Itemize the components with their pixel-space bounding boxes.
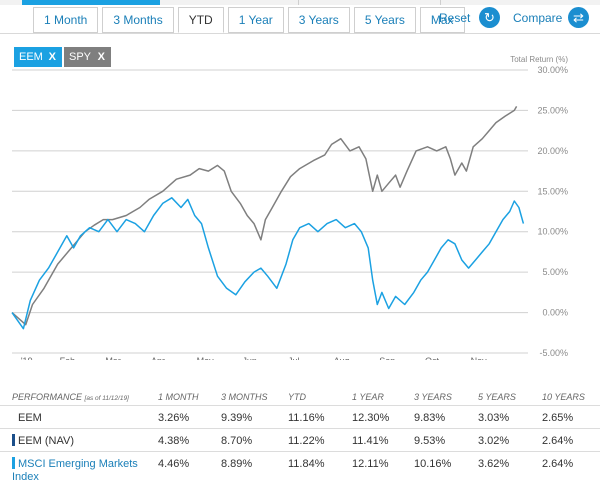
range-tabs: 1 Month 3 Months YTD 1 Year 3 Years 5 Ye…: [33, 7, 469, 33]
cell: 11.84%: [288, 458, 325, 470]
cell: 9.53%: [414, 435, 446, 447]
table-row: EEM 3.26% 9.39% 11.16% 12.30% 9.83% 3.03…: [0, 406, 600, 429]
cell: 12.11%: [352, 458, 389, 470]
refresh-icon[interactable]: ↻: [479, 7, 500, 28]
ticker-chip-spy: SPY X: [64, 47, 111, 67]
col-10-years: 10 YEARS: [542, 392, 585, 402]
ticker-label: SPY: [69, 51, 92, 63]
y-tick-label: -5.00%: [539, 348, 568, 358]
return-chart: Total Return (%) 30.00% 25.00% 20.00% 15.00…: [11, 55, 568, 360]
x-tick-label: Nov: [471, 356, 488, 360]
col-1-month: 1 MONTH: [158, 392, 199, 402]
x-tick-label: Apr: [151, 356, 165, 360]
cell: 3.62%: [478, 458, 510, 470]
as-of-date: [as of 11/12/19]: [84, 395, 129, 402]
cell: 2.64%: [542, 435, 574, 447]
x-tick-label: Mar: [105, 356, 121, 360]
y-ticks: 30.00% 25.00% 20.00% 15.00% 10.00% 5.00% 0.00%…: [537, 65, 568, 358]
y-tick-label: 25.00%: [537, 105, 568, 115]
row-name-line2: Index: [12, 471, 39, 483]
ticker-chip-eem: EEM X: [14, 47, 62, 67]
x-tick-label: Jul: [288, 356, 300, 360]
col-3-years: 3 YEARS: [414, 392, 452, 402]
series-marker: [12, 457, 15, 469]
col-5-years: 5 YEARS: [478, 392, 516, 402]
series-lines: [11, 106, 525, 330]
cell: 2.64%: [542, 458, 574, 470]
cell: 9.39%: [221, 412, 253, 424]
top-strip: [0, 0, 600, 5]
cell: 8.70%: [221, 435, 253, 447]
x-tick-label: May: [197, 356, 215, 360]
table-row: MSCI Emerging Markets Index 4.46% 8.89% …: [0, 452, 600, 484]
compare-link[interactable]: Compare: [513, 11, 563, 25]
x-tick-label: Sep: [379, 356, 395, 360]
cell: 9.83%: [414, 412, 446, 424]
col-ytd: YTD: [288, 392, 306, 402]
cell: 3.02%: [478, 435, 510, 447]
cell: 2.65%: [542, 412, 574, 424]
cell: 12.30%: [352, 412, 390, 424]
y-tick-label: 10.00%: [537, 227, 568, 237]
cell: 8.89%: [221, 458, 253, 470]
performance-table: PERFORMANCE [as of 11/12/19] 1 MONTH 3 M…: [0, 384, 600, 484]
strip-divider: [440, 0, 441, 5]
x-tick-label: Jun: [242, 356, 257, 360]
cell: 3.03%: [478, 412, 510, 424]
tab-ytd[interactable]: YTD: [177, 7, 224, 33]
y-axis-label: Total Return (%): [510, 55, 568, 64]
x-tick-label: '19: [21, 356, 33, 360]
swap-arrows-icon[interactable]: ⇄: [568, 7, 589, 28]
series-line-eem: [11, 197, 525, 330]
tab-3-months[interactable]: 3 Months: [102, 7, 174, 33]
col-3-months: 3 MONTHS: [221, 392, 268, 402]
cell: 11.16%: [288, 412, 325, 424]
reset-link[interactable]: Reset: [439, 11, 471, 25]
cell: 3.26%: [158, 412, 190, 424]
strip-divider: [298, 0, 299, 5]
y-tick-label: 5.00%: [542, 267, 568, 277]
y-tick-label: 20.00%: [537, 146, 568, 156]
series-line-spy: [11, 106, 518, 326]
performance-header: PERFORMANCE [as of 11/12/19] 1 MONTH 3 M…: [0, 384, 600, 406]
close-icon[interactable]: X: [48, 51, 56, 63]
cell: 4.38%: [158, 435, 190, 447]
y-tick-label: 0.00%: [542, 308, 568, 318]
series-marker: [12, 434, 15, 446]
x-ticks: '19 Feb Mar Apr May Jun Jul Aug Sep Oct Nov: [21, 356, 487, 360]
toolbar-divider: [0, 33, 600, 34]
cell: 11.22%: [288, 435, 325, 447]
tab-5-years[interactable]: 5 Years: [353, 7, 416, 33]
tab-1-year[interactable]: 1 Year: [227, 7, 284, 33]
close-icon[interactable]: X: [97, 51, 105, 63]
col-1-year: 1 YEAR: [352, 392, 384, 402]
performance-title: PERFORMANCE [as of 11/12/19]: [12, 392, 129, 402]
y-tick-label: 30.00%: [537, 65, 568, 75]
cell: 4.46%: [158, 458, 190, 470]
row-name: EEM: [18, 412, 42, 424]
row-name: MSCI Emerging Markets: [18, 458, 138, 470]
x-tick-label: Oct: [425, 356, 440, 360]
row-name: EEM (NAV): [18, 435, 75, 447]
tab-3-years[interactable]: 3 Years: [287, 7, 350, 33]
tab-1-month[interactable]: 1 Month: [33, 7, 99, 33]
cell: 11.41%: [352, 435, 389, 447]
ticker-label: EEM: [19, 51, 43, 63]
active-section-indicator: [22, 0, 160, 5]
x-tick-label: Feb: [60, 356, 76, 360]
x-tick-label: Aug: [334, 356, 350, 360]
tab-max[interactable]: Max: [419, 7, 465, 33]
table-row: EEM (NAV) 4.38% 8.70% 11.22% 11.41% 9.53…: [0, 429, 600, 452]
cell: 10.16%: [414, 458, 452, 470]
y-tick-label: 15.00%: [537, 186, 568, 196]
